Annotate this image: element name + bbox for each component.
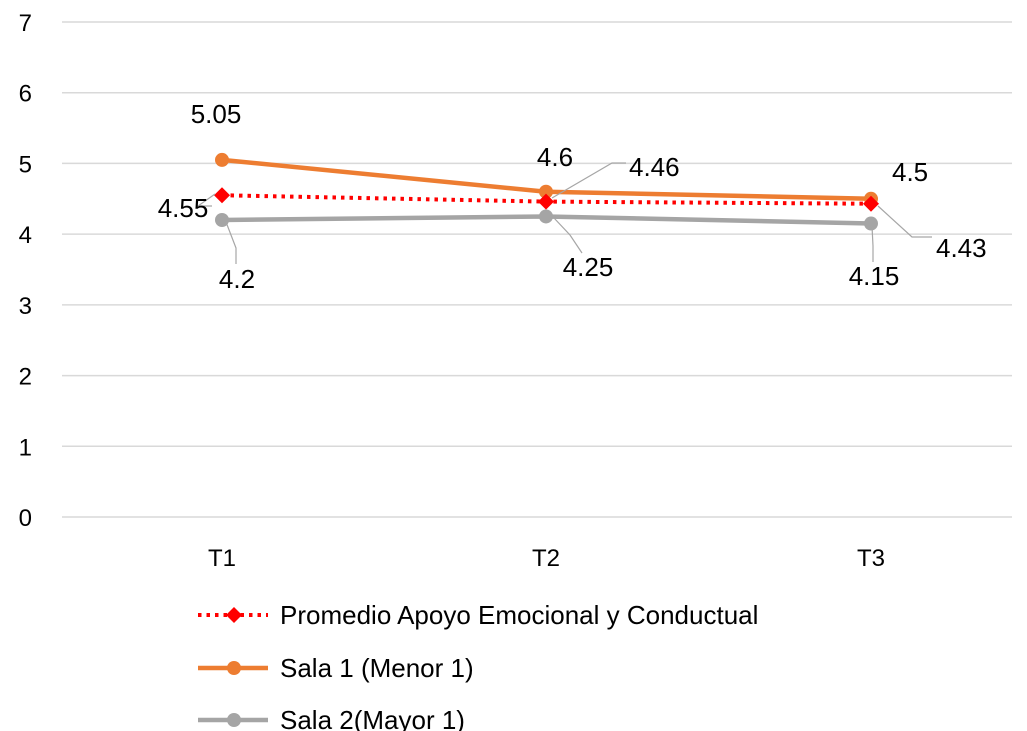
y-tick-label: 0 — [19, 505, 32, 532]
y-tick-label: 3 — [19, 293, 32, 320]
data-label: 4.46 — [629, 152, 680, 182]
legend-item: Sala 2(Mayor 1) — [198, 705, 465, 731]
data-label: 4.55 — [158, 193, 209, 223]
label-leader-line — [877, 205, 932, 238]
data-label: 4.15 — [849, 261, 900, 291]
y-tick-label: 7 — [19, 10, 32, 37]
label-leader-line — [196, 193, 216, 207]
data-point — [539, 209, 553, 224]
data-point — [214, 187, 230, 204]
series-0 — [214, 187, 879, 212]
y-tick-label: 6 — [19, 81, 32, 108]
data-labels: 4.55 4.46 4.43 5.05 4.6 4.5 4.2 4.25 4.15 — [158, 99, 987, 294]
series-1 — [215, 152, 878, 206]
label-leader-line — [871, 225, 874, 262]
series-2 — [215, 209, 878, 231]
legend-label: Sala 1 (Menor 1) — [280, 653, 474, 683]
x-tick-label: T3 — [857, 545, 885, 572]
y-tick-label: 2 — [19, 364, 32, 391]
legend: Promedio Apoyo Emocional y Conductual Sal… — [198, 600, 758, 731]
data-point — [215, 213, 229, 227]
data-point — [215, 152, 229, 167]
legend-marker — [226, 607, 242, 623]
legend-marker — [227, 713, 241, 727]
y-tick-label: 4 — [19, 222, 32, 249]
y-axis-tick-labels: 0 1 2 3 4 5 6 7 — [19, 10, 32, 532]
data-label: 4.5 — [892, 157, 928, 187]
x-axis-tick-labels: T1 T2 T3 — [208, 545, 885, 572]
x-tick-label: T2 — [532, 545, 560, 572]
series-group — [214, 152, 879, 231]
label-leader-line — [225, 221, 237, 264]
y-tick-label: 5 — [19, 151, 32, 178]
legend-item: Sala 1 (Menor 1) — [198, 653, 474, 683]
x-tick-label: T1 — [208, 545, 236, 572]
label-leader-line — [553, 217, 583, 254]
data-label: 4.6 — [537, 142, 573, 172]
data-point — [538, 193, 554, 210]
data-point — [539, 184, 553, 199]
legend-label: Promedio Apoyo Emocional y Conductual — [280, 600, 758, 630]
y-tick-label: 1 — [19, 434, 32, 461]
legend-label: Sala 2(Mayor 1) — [280, 705, 465, 731]
label-leader-line — [551, 162, 626, 199]
data-point — [863, 195, 879, 212]
legend-marker — [227, 661, 241, 675]
legend-item: Promedio Apoyo Emocional y Conductual — [198, 600, 758, 630]
data-label: 5.05 — [191, 99, 242, 129]
data-label: 4.43 — [936, 233, 987, 263]
data-label: 4.2 — [219, 264, 255, 294]
data-label: 4.25 — [563, 252, 614, 282]
data-point — [864, 216, 878, 231]
